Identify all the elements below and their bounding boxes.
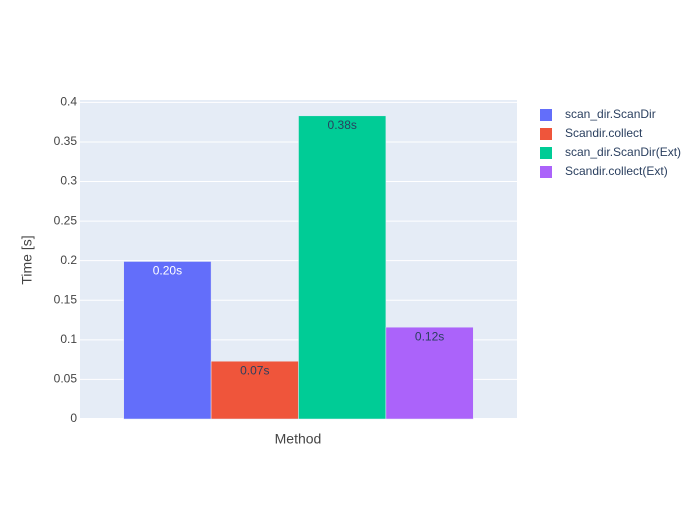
y-tick-label: 0.4 [60, 95, 77, 109]
legend-label: Scandir.collect [565, 126, 643, 140]
legend-swatch [540, 109, 552, 121]
bar [210, 360, 299, 420]
y-tick-label: 0.1 [60, 332, 77, 346]
legend-label: Scandir.collect(Ext) [565, 164, 668, 178]
y-axis-title: Time [s] [19, 235, 35, 284]
bar [298, 115, 387, 420]
legend-swatch [540, 128, 552, 140]
legend-swatch [540, 166, 552, 178]
y-tick-label: 0.25 [54, 213, 78, 227]
legend-label: scan_dir.ScanDir [565, 107, 656, 121]
data-label: 0.07s [240, 363, 269, 377]
data-label: 0.20s [153, 264, 182, 278]
y-tick-label: 0 [70, 411, 77, 425]
data-label: 0.38s [328, 118, 357, 132]
y-tick-label: 0.15 [54, 292, 78, 306]
legend-swatch [540, 147, 552, 159]
legend-label: scan_dir.ScanDir(Ext) [565, 145, 681, 159]
bar [385, 326, 474, 420]
bar [123, 261, 212, 420]
data-label: 0.12s [415, 329, 444, 343]
y-tick-label: 0.35 [54, 134, 78, 148]
y-tick-label: 0.2 [60, 253, 77, 267]
x-axis-title: Method [275, 431, 322, 447]
y-tick-label: 0.3 [60, 174, 77, 188]
y-tick-label: 0.05 [54, 372, 78, 386]
